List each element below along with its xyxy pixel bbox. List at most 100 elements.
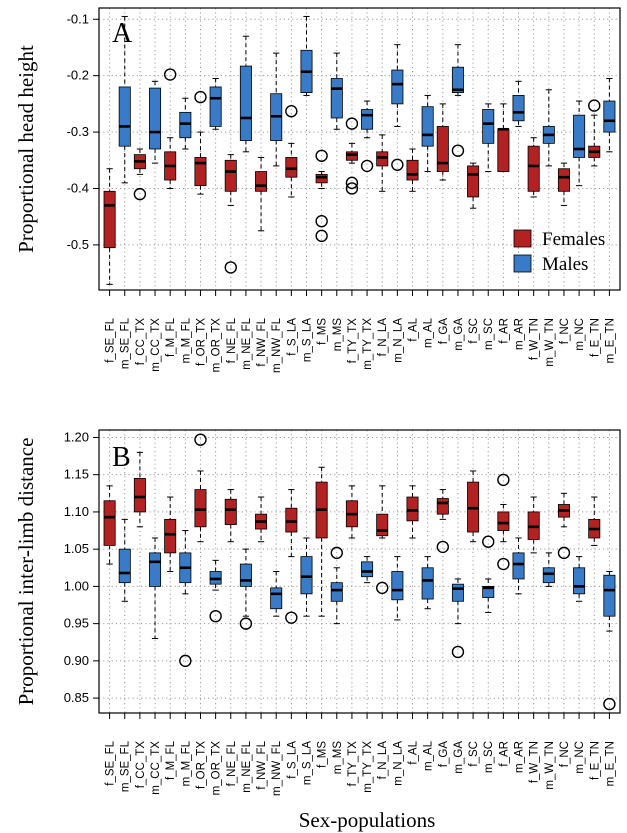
box-iqr (330, 78, 343, 119)
box-iqr (436, 498, 449, 515)
outlier-point (451, 144, 465, 157)
box-iqr (512, 552, 525, 580)
x-tick-label: f_NC (559, 318, 571, 344)
outlier-point (497, 473, 510, 487)
box-iqr (436, 126, 449, 172)
box-iqr (149, 552, 162, 587)
x-tick-label: f_SE_FL (105, 317, 117, 362)
x-tick-label: m_NW_FL (271, 317, 283, 373)
box-iqr (451, 583, 464, 602)
outlier-point (376, 581, 389, 595)
box-iqr (239, 563, 252, 587)
box-m_CC_TX (149, 80, 162, 164)
box-iqr (603, 574, 616, 617)
box-m_M_FL (179, 530, 192, 668)
x-tick-label: f_M_FL (165, 740, 177, 780)
x-tick-label: f_NC (559, 741, 571, 767)
outlier-point (163, 68, 177, 81)
x-tick-label: m_GA (453, 318, 465, 351)
box-iqr (406, 496, 419, 522)
box-m_M_FL (179, 97, 192, 150)
x-tick-label: m_OR_TX (211, 318, 223, 373)
x-tick-label: f_MS (317, 741, 329, 768)
x-tick-label: m_NC (574, 741, 586, 774)
box-iqr (512, 95, 525, 122)
box-m_MS (330, 546, 343, 625)
outlier-point (345, 117, 359, 130)
box-f_E_TN (588, 496, 601, 546)
x-tick-label: m_S_LA (301, 741, 313, 785)
box-iqr (118, 86, 131, 147)
x-tick-label: f_NE_FL (226, 740, 238, 786)
box-iqr (239, 65, 252, 141)
box-f_AL (406, 148, 419, 192)
x-tick-label: m_NE_FL (241, 740, 253, 792)
x-tick-label: m_CC_TX (150, 318, 162, 372)
x-tick-label: f_E_TN (589, 741, 601, 780)
outlier-point (285, 611, 298, 624)
box-iqr (467, 165, 480, 198)
x-tick-label: m_GA (453, 741, 465, 774)
outlier-point (603, 697, 616, 711)
box-iqr (270, 587, 283, 610)
box-m_N_LA (391, 44, 404, 171)
y-tick-label: 0.95 (64, 616, 89, 631)
box-m_NW_FL (270, 571, 283, 617)
outlier-point (209, 609, 222, 623)
box-iqr (482, 109, 495, 144)
box-iqr (300, 556, 313, 595)
box-m_GA (451, 578, 465, 659)
box-iqr (194, 157, 207, 187)
outlier-point (345, 182, 359, 195)
box-m_AR (512, 80, 525, 127)
x-tick-label: f_M_FL (165, 317, 177, 357)
box-iqr (133, 478, 146, 513)
x-tick-label: f_CC_TX (135, 741, 147, 789)
box-iqr (603, 100, 616, 133)
y-tick-label: -0.3 (67, 124, 89, 139)
box-f_NC (557, 162, 570, 206)
box-m_OR_TX (209, 559, 222, 623)
y-tick-label: 1.10 (64, 504, 89, 519)
box-iqr (376, 151, 389, 167)
x-tick-label: m_AL (423, 740, 435, 771)
x-tick-label: m_CC_TX (150, 741, 162, 795)
outlier-point (436, 540, 449, 554)
box-f_AR (497, 103, 510, 173)
box-iqr (527, 145, 540, 192)
panel-a-chart: -0.1 -0.2 -0.3 -0.4 -0.5 f_SE_FL m_SE_FL f_CC_T… (14, 7, 621, 373)
x-tick-label: f_CC_TX (135, 318, 147, 366)
box-f_AL (406, 485, 419, 539)
box-f_NE_FL (224, 489, 237, 543)
y-tick-label: 1.05 (64, 541, 89, 556)
box-iqr (194, 489, 207, 528)
box-m_N_LA (391, 556, 404, 621)
box-f_SE_FL (103, 168, 116, 285)
box-iqr (573, 114, 586, 158)
legend-label: Males (542, 254, 588, 275)
outlier-point (391, 158, 404, 171)
outlier-point (285, 105, 298, 118)
box-f_MS (315, 149, 328, 243)
box-m_W_TN (542, 89, 555, 167)
box-f_CC_TX (133, 148, 147, 201)
box-m_NC (573, 556, 586, 602)
box-m_GA (451, 44, 465, 157)
outlier-point (557, 546, 571, 560)
box-f_W_TN (527, 137, 540, 198)
outlier-point (315, 214, 328, 228)
y-tick-label: 1.00 (64, 578, 89, 593)
box-m_AL (421, 556, 434, 610)
box-f_NW_FL (255, 156, 268, 232)
box-m_CC_TX (149, 537, 162, 640)
box-iqr (376, 513, 389, 537)
legend-label: Females (542, 229, 605, 250)
box-f_GA (436, 103, 449, 181)
y-tick-label: 0.85 (64, 690, 89, 705)
x-tick-label: m_SE_FL (120, 317, 132, 369)
box-iqr (224, 498, 237, 525)
box-iqr (361, 109, 374, 130)
box-iqr (149, 87, 162, 150)
y-tick-label: -0.2 (67, 68, 89, 83)
x-tick-label: m_NC (574, 318, 586, 351)
